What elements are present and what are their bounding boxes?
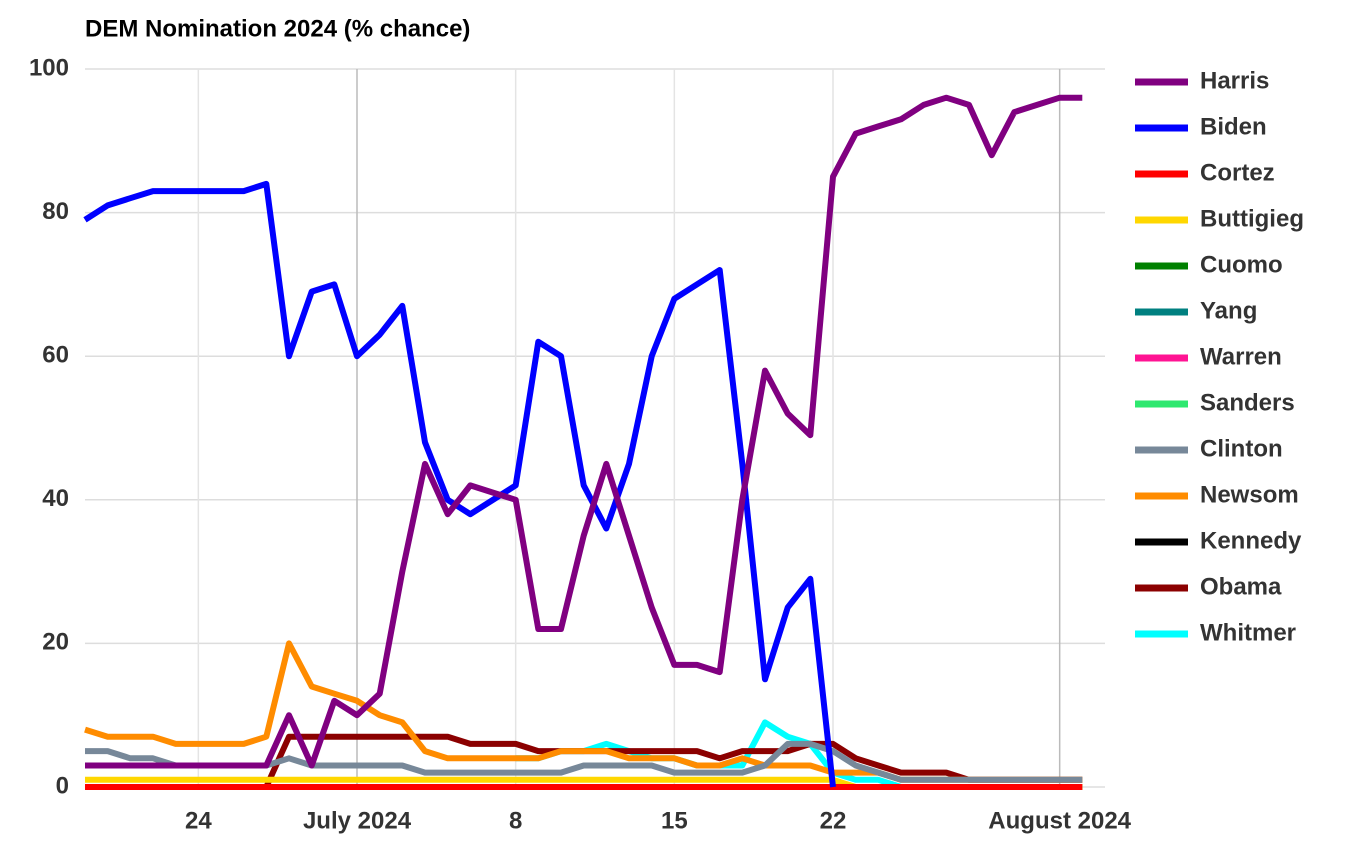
legend-label: Buttigieg (1200, 205, 1304, 232)
legend-label: Harris (1200, 67, 1269, 94)
series-line (85, 94, 1083, 769)
legend-label: Obama (1200, 573, 1282, 600)
x-tick-label: 15 (661, 807, 688, 834)
x-tick-label: 8 (509, 807, 522, 834)
legend-label: Warren (1200, 343, 1282, 370)
x-tick-label: August 2024 (988, 807, 1131, 834)
y-tick-label: 40 (42, 485, 69, 512)
legend-label: Cuomo (1200, 251, 1283, 278)
legend-label: Biden (1200, 113, 1267, 140)
x-tick-label: 22 (820, 807, 847, 834)
series-line (83, 180, 836, 788)
legend-label: Newsom (1200, 481, 1299, 508)
y-tick-label: 60 (42, 342, 69, 369)
y-tick-label: 100 (29, 54, 69, 81)
legend-label: Whitmer (1200, 619, 1296, 646)
y-tick-label: 80 (42, 198, 69, 225)
legend-label: Kennedy (1200, 527, 1302, 554)
legend-label: Yang (1200, 297, 1257, 324)
chart-title: DEM Nomination 2024 (% chance) (85, 15, 470, 42)
x-tick-label: 24 (185, 807, 212, 834)
legend-label: Clinton (1200, 435, 1283, 462)
series-line (84, 640, 1083, 783)
legend-label: Sanders (1200, 389, 1295, 416)
x-tick-label: July 2024 (303, 807, 412, 834)
y-tick-label: 0 (56, 772, 69, 799)
y-tick-label: 20 (42, 629, 69, 656)
legend-label: Cortez (1200, 159, 1275, 186)
